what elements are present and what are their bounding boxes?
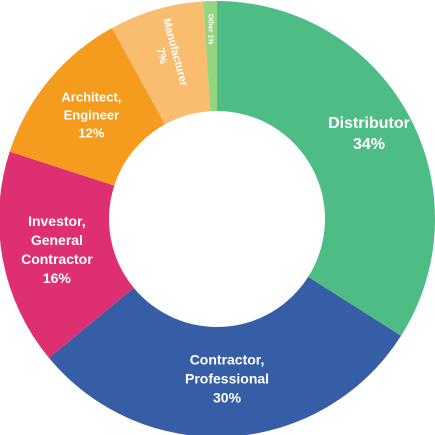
slice-label-line: Distributor (328, 115, 410, 132)
slice-label-line: General (31, 232, 83, 248)
slice-label-line: Contractor, (190, 352, 265, 368)
slice-label-architect-engineer: Architect, Engineer 12% (61, 90, 121, 141)
slice-label-line: Contractor (21, 251, 93, 267)
slice-label-contractor-professional: Contractor, Professional 30% (185, 352, 269, 406)
slice-label-line: Engineer (64, 108, 120, 123)
slice-contractor-professional (49, 276, 402, 435)
slice-manufacturer (111, 1, 211, 125)
slice-label-investor-general-contractor: Investor, General Contractor 16% (21, 213, 93, 286)
slice-label-line: Professional (185, 371, 269, 387)
slice-label-line: Architect, (61, 90, 121, 105)
slice-label-line: 30% (213, 390, 242, 406)
slice-label-line: 16% (43, 270, 72, 286)
slice-label-line: Other 1% (207, 14, 214, 46)
slice-label-line: 7% (154, 47, 170, 66)
slice-label-line: 34% (353, 136, 385, 153)
slice-label-line: Investor, (28, 213, 86, 229)
slice-other (203, 1, 217, 112)
slice-label-line: 12% (78, 126, 104, 141)
slice-distributor (217, 1, 435, 336)
slice-label-other: Other 1% (207, 14, 214, 46)
slice-architect-engineer (9, 27, 165, 186)
slice-investor-general-contractor (0, 151, 134, 358)
slice-label-distributor: Distributor 34% (328, 115, 410, 153)
